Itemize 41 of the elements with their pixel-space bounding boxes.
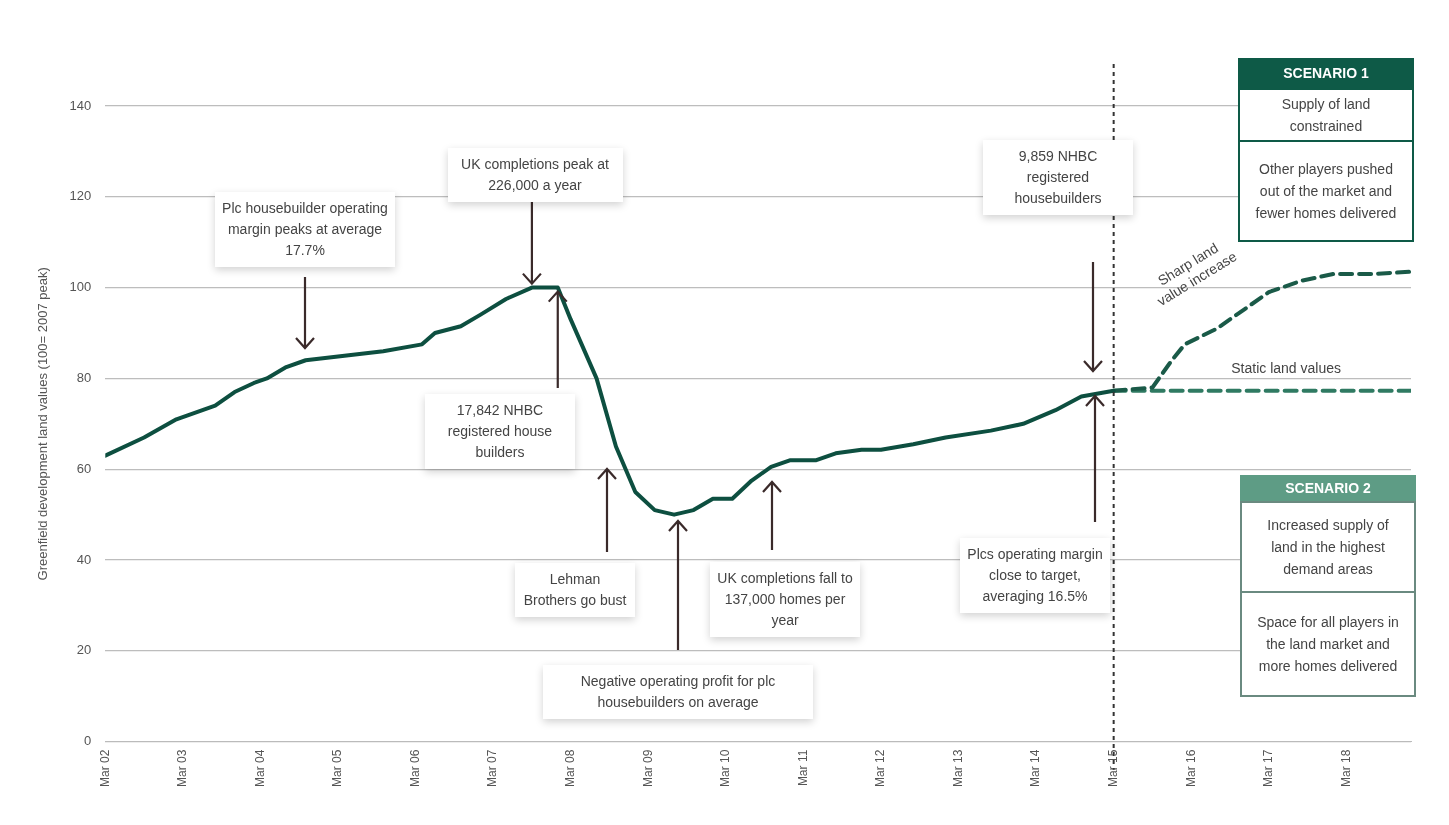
y-tick-label: 80 (76, 370, 92, 385)
panel-header: SCENARIO 2 (1240, 475, 1416, 501)
x-tick-label: Mar 08 (563, 749, 577, 788)
x-tick-label: Mar 15 (1105, 749, 1120, 788)
x-tick-label: Mar 09 (640, 749, 655, 788)
panel-cell: Supply of land constrained (1238, 88, 1414, 142)
y-tick-label: 140 (69, 97, 92, 113)
x-tick-label: Mar 12 (873, 749, 888, 788)
panel-cell: Other players pushed out of the market and fewer homes delivered (1238, 140, 1414, 242)
x-tick-label: Mar 11 (795, 749, 810, 787)
x-tick-label: Mar 10 (718, 749, 733, 788)
callout-box: Negative operating profit for plc housebuilders on average (543, 665, 813, 719)
callout-box: Plc housebuilder operating margin peaks at average 17.7% (215, 192, 395, 267)
callout-box: 9,859 NHBC registered housebuilders (983, 140, 1133, 215)
x-tick-label: Mar 05 (330, 749, 345, 788)
x-tick-label: Mar 18 (1338, 749, 1353, 788)
y-axis-title: Greenfield development land values (100= 2007 peak) (35, 267, 51, 581)
callout-box: Plcs operating margin close to target, averaging 16.5% (960, 538, 1110, 613)
series-label: Static land values (1231, 359, 1341, 376)
x-tick-label: Mar 03 (175, 749, 190, 788)
x-tick-label: Mar 13 (950, 749, 965, 788)
callout-box: UK completions peak at 226,000 a year (447, 148, 623, 202)
y-tick-label: 0 (84, 733, 92, 749)
callout-box: 17,842 NHBC registered house builders (425, 394, 575, 469)
y-tick-label: 100 (69, 279, 92, 295)
x-tick-label: Mar 06 (407, 749, 422, 788)
x-tick-label: Mar 17 (1261, 749, 1276, 788)
y-tick-label: 20 (76, 642, 92, 658)
x-tick-label: Mar 16 (1183, 749, 1198, 788)
panel-cell: Space for all players in the land market and more homes delivered (1240, 591, 1416, 697)
y-tick-label: 40 (76, 551, 92, 567)
panel-cell: Increased supply of land in the highest demand areas (1240, 501, 1416, 593)
x-tick-label: Mar 02 (97, 749, 112, 788)
x-tick-label: Mar 14 (1028, 749, 1043, 788)
x-tick-label: Mar 07 (485, 749, 500, 788)
callout-box: Lehman Brothers go bust (515, 563, 635, 617)
panel-header: SCENARIO 1 (1238, 58, 1414, 88)
y-tick-label: 120 (69, 188, 92, 204)
x-tick-label: Mar 04 (252, 749, 267, 788)
y-tick-label: 60 (76, 460, 92, 476)
callout-box: UK completions fall to 137,000 homes per year (710, 562, 860, 637)
